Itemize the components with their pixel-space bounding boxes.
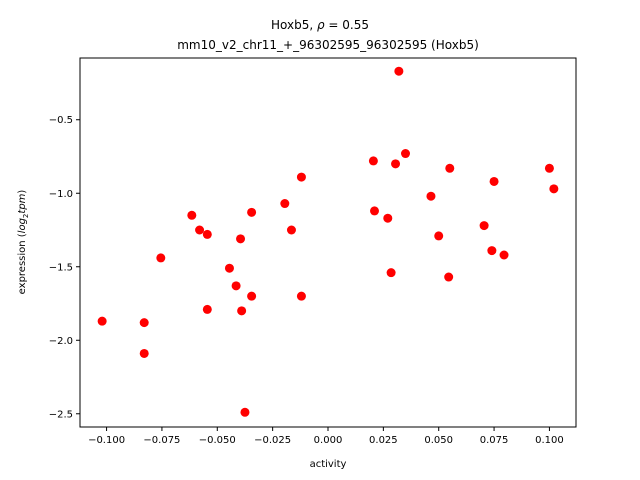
data-point [489, 176, 499, 186]
data-point [240, 407, 250, 417]
data-point [394, 66, 404, 76]
data-point [391, 159, 401, 169]
x-tick-label: 0.075 [480, 435, 509, 446]
y-axis-label: expression (log2tpm) [17, 190, 30, 295]
data-point [444, 272, 454, 282]
data-point [549, 184, 559, 194]
x-axis-ticks: −0.100 −0.075 −0.050 −0.025 0.000 0.025 0.050 0… [88, 427, 564, 446]
x-tick-label: 0.050 [424, 435, 453, 446]
data-point [487, 246, 497, 256]
data-point [296, 291, 306, 301]
data-point [544, 163, 554, 173]
data-point [247, 291, 257, 301]
x-tick-label: 0.000 [314, 435, 343, 446]
x-tick-label: −0.025 [254, 435, 291, 446]
data-point [97, 316, 107, 326]
data-point [434, 231, 444, 241]
y-tick-label: −2.0 [49, 336, 73, 347]
y-tick-label: −0.5 [49, 115, 73, 126]
chart-title-line1: Hoxb5, ρ = 0.55 [271, 18, 369, 32]
data-point [187, 210, 197, 220]
data-point [237, 306, 247, 316]
data-point [195, 225, 205, 235]
x-tick-label: −0.075 [143, 435, 180, 446]
data-point [139, 348, 149, 358]
data-point [224, 263, 234, 273]
data-point [202, 304, 212, 314]
data-point [280, 199, 290, 209]
data-point [296, 172, 306, 182]
data-point [139, 318, 149, 328]
data-point [236, 234, 246, 244]
data-point [401, 149, 410, 159]
data-point [368, 156, 378, 166]
data-point [445, 163, 455, 173]
data-point [499, 250, 509, 260]
x-axis-label: activity [310, 459, 347, 470]
data-point [370, 206, 379, 216]
data-point [286, 225, 296, 235]
chart-title-line2: mm10_v2_chr11_+_96302595_96302595 (Hoxb5… [177, 38, 479, 52]
data-points [97, 66, 559, 417]
data-point [202, 229, 212, 239]
data-point [386, 268, 396, 278]
data-point [247, 207, 257, 217]
x-tick-label: 0.025 [369, 435, 398, 446]
data-point [479, 221, 489, 231]
x-tick-label: −0.050 [199, 435, 236, 446]
data-point [231, 281, 241, 291]
data-point [426, 191, 436, 201]
y-tick-label: −1.5 [49, 262, 73, 273]
y-axis-ticks: −2.5 −2.0 −1.5 −1.0 −0.5 [49, 115, 80, 420]
data-point [383, 213, 393, 223]
data-point [156, 253, 166, 263]
x-tick-label: −0.100 [88, 435, 125, 446]
y-tick-label: −2.5 [49, 409, 73, 420]
y-tick-label: −1.0 [49, 189, 73, 200]
x-tick-label: 0.100 [535, 435, 564, 446]
